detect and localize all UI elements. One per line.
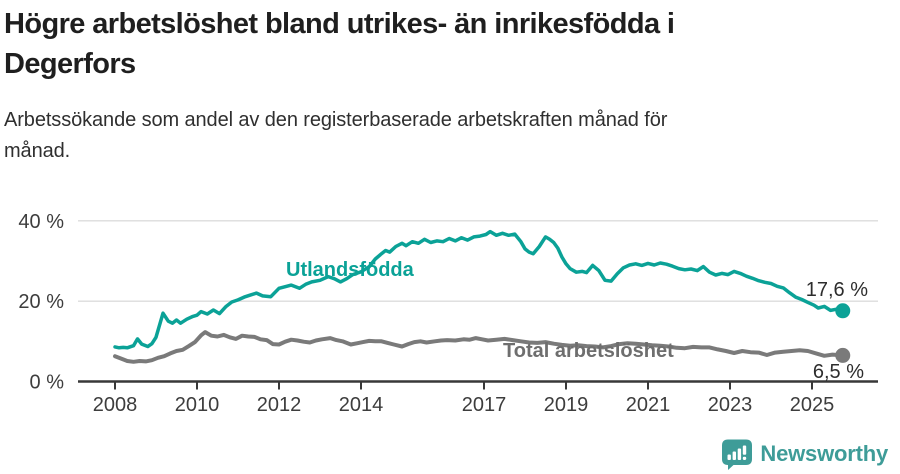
series-line-total [113,330,845,364]
y-axis-labels: 0 % 20 % 40 % [18,211,64,394]
exclamation-bar [743,445,747,455]
newsworthy-bubble-icon [722,439,753,470]
end-value-label-utlandsfodda: 17,6 % [806,279,868,301]
subtitle-line-2: månad. [4,140,71,162]
chart-header: Högre arbetslöshet bland utrikes- än inr… [4,4,896,167]
y-tick-label-20: 20 % [18,291,64,313]
x-tick-label-2019: 2019 [544,394,589,416]
x-axis: 2008 2010 2012 2014 2017 2019 2021 2023 2025 [78,380,878,416]
x-tick-label-2010: 2010 [175,394,220,416]
chart-subtitle: Arbetssökande som andel av den registerb… [4,105,896,167]
x-tick-label-2008: 2008 [93,394,138,416]
y-tick-label-40: 40 % [18,211,64,233]
data-series [113,229,851,364]
brand-name: Newsworthy [760,441,888,466]
end-value-label-total: 6,5 % [813,361,864,383]
series-label-total: Total arbetslöshet [503,340,674,362]
x-tick-label-2023: 2023 [708,394,753,416]
newsworthy-logo: Newsworthy [721,438,888,470]
series-line-utlandsfodda [113,229,845,350]
series-end-dot-total [835,347,851,363]
y-tick-label-0: 0 % [30,372,65,394]
series-labels: Utlandsfödda 17,6 % Total arbetslöshet 6,5 … [286,259,868,383]
gridlines [78,220,878,302]
subtitle-line-1: Arbetssökande som andel av den registerb… [4,109,668,131]
series-label-utlandsfodda: Utlandsfödda [286,259,415,281]
exclamation-dot [743,456,747,460]
x-tick-label-2012: 2012 [257,394,302,416]
page-title: Högre arbetslöshet bland utrikes- än inr… [4,4,896,84]
x-tick-label-2021: 2021 [626,394,671,416]
x-tick-label-2025: 2025 [790,394,835,416]
title-line-2: Degerfors [4,48,136,80]
x-tick-label-2017: 2017 [462,394,507,416]
title-line-1: Högre arbetslöshet bland utrikes- än inr… [4,8,675,40]
bar-chart-glyph [727,445,747,460]
series-end-dot-utlandsfodda [835,303,851,319]
x-tick-label-2014: 2014 [339,394,384,416]
